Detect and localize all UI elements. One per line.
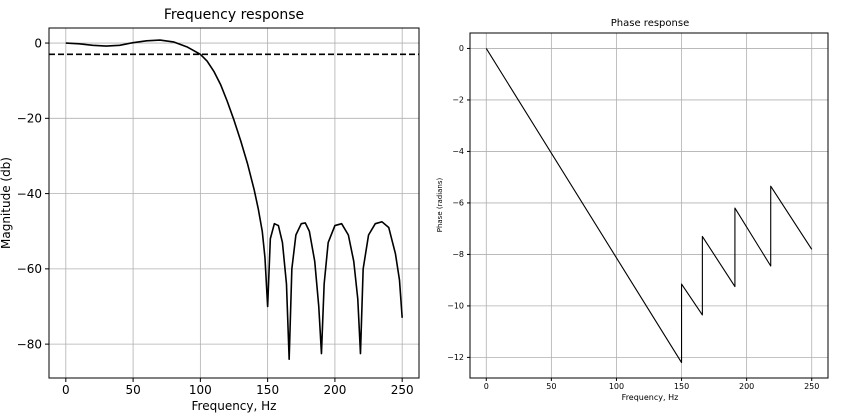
y-tick-label: 0 <box>34 36 42 50</box>
x-axis-ticks: 0 50 100 150 200 250 <box>62 378 414 397</box>
grid <box>49 28 419 378</box>
x-tick-label: 0 <box>62 383 70 397</box>
y-axis-label: Phase (radians) <box>436 177 444 232</box>
y-axis-ticks: 0 −20 −40 −60 −80 <box>17 36 49 351</box>
x-axis-label: Frequency, Hz <box>622 393 679 402</box>
chart-title: Phase response <box>611 18 689 29</box>
y-tick-label: −40 <box>17 187 42 201</box>
y-tick-label: −4 <box>452 147 464 156</box>
plot-frame <box>48 27 420 379</box>
x-tick-label: 250 <box>804 382 819 391</box>
y-tick-label: −6 <box>452 199 464 208</box>
y-tick-label: −12 <box>447 353 464 362</box>
y-tick-label: −8 <box>452 250 464 259</box>
x-tick-label: 100 <box>189 383 212 397</box>
y-axis-label: Magnitude (db) <box>0 157 13 249</box>
y-tick-label: −2 <box>452 96 464 105</box>
frequency-response-chart: Frequency response 0 50 100 150 200 250 0 −20 −… <box>0 7 420 413</box>
y-tick-label: −80 <box>17 337 42 351</box>
y-axis-ticks: 0 −2 −4 −6 −8 −10 −12 <box>447 44 470 362</box>
x-tick-label: 150 <box>674 382 689 391</box>
x-axis-ticks: 0 50 100 150 200 250 <box>484 378 819 391</box>
x-tick-label: 100 <box>609 382 624 391</box>
series <box>485 48 813 364</box>
chart-title: Frequency response <box>164 7 304 23</box>
x-tick-label: 200 <box>323 383 346 397</box>
grid <box>470 33 828 378</box>
x-axis-label: Frequency, Hz <box>192 399 277 413</box>
series-line-0 <box>485 48 813 364</box>
series-line-0 <box>65 39 403 360</box>
y-tick-label: −60 <box>17 262 42 276</box>
phase-response-chart: Phase response 0 50 100 150 200 250 0 −2 −4 −6 −8… <box>436 18 829 402</box>
y-tick-label: 0 <box>459 44 464 53</box>
y-tick-label: −10 <box>447 302 464 311</box>
series <box>65 39 403 360</box>
x-tick-label: 250 <box>391 383 414 397</box>
x-tick-label: 200 <box>739 382 754 391</box>
x-tick-label: 150 <box>256 383 279 397</box>
y-tick-label: −20 <box>17 112 42 126</box>
x-tick-label: 50 <box>125 383 140 397</box>
plot-frame <box>469 32 829 379</box>
x-tick-label: 0 <box>484 382 489 391</box>
x-tick-label: 50 <box>546 382 556 391</box>
